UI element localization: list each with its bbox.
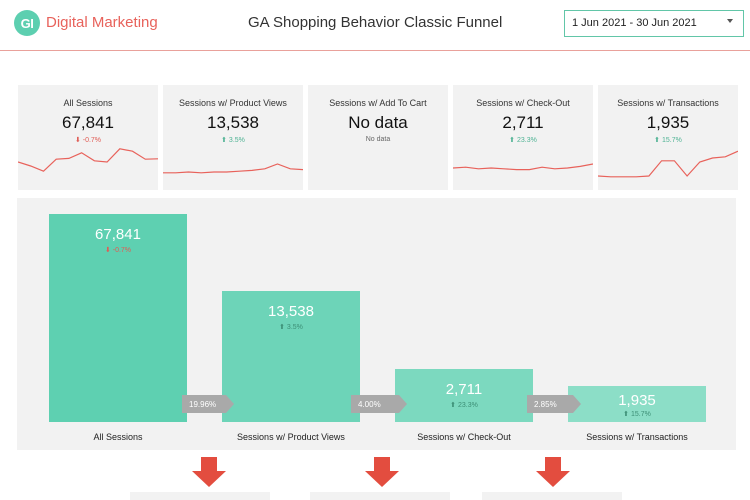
funnel-bar-product-views[interactable]: 13,538 ⬆ 3.5% — [222, 291, 360, 422]
sparkline-series — [18, 148, 158, 172]
date-range-value: 1 Jun 2021 - 30 Jun 2021 — [572, 17, 697, 29]
bar-delta: ⬆ 23.3% — [450, 402, 478, 409]
bar-delta: ⬆ 15.7% — [623, 411, 651, 418]
funnel-chart: 67,841 ⬇ -0.7% 13,538 ⬆ 3.5% 2,711 ⬆ 23.… — [17, 198, 736, 450]
bar-delta: ⬇ -0.7% — [104, 247, 132, 254]
kpi-label: Sessions w/ Product Views — [179, 98, 287, 108]
kpi-label: All Sessions — [63, 98, 113, 108]
page-title: GA Shopping Behavior Classic Funnel — [248, 14, 503, 31]
bar-delta: ⬆ 3.5% — [279, 324, 303, 331]
stage-label: All Sessions — [93, 432, 143, 442]
drop-off-card — [130, 492, 270, 500]
bar-value: 13,538 — [268, 303, 314, 320]
caret-down-icon[interactable] — [727, 19, 733, 23]
funnel-bar-transactions[interactable]: 1,935 ⬆ 15.7% — [568, 386, 706, 422]
drop-off-card — [310, 492, 450, 500]
kpi-value: 13,538 — [207, 113, 259, 132]
kpi-card-product-views: Sessions w/ Product Views 13,538 ⬆ 3.5% — [163, 85, 303, 190]
arrow-down-icon — [192, 457, 226, 487]
sparkline — [18, 148, 158, 172]
kpi-card-check-out: Sessions w/ Check-Out 2,711 ⬆ 23.3% — [453, 85, 593, 190]
kpi-delta: ⬇ -0.7% — [74, 137, 102, 144]
stage-label: Sessions w/ Check-Out — [417, 432, 511, 442]
brand-logo: GI — [14, 10, 40, 36]
kpi-delta: No data — [365, 136, 391, 143]
header: GI Digital Marketing GA Shopping Behavio… — [0, 0, 750, 52]
conversion-rate-3: 2.85% — [527, 395, 581, 413]
conversion-rate-2: 4.00% — [351, 395, 407, 413]
kpi-label: Sessions w/ Transactions — [617, 98, 719, 108]
logo-text: GI — [20, 15, 34, 31]
kpi-delta: ⬆ 15.7% — [654, 137, 682, 144]
sparkline — [163, 163, 303, 174]
stage-label: Sessions w/ Transactions — [586, 432, 688, 442]
date-range-picker[interactable]: 1 Jun 2021 - 30 Jun 2021 — [564, 10, 744, 37]
arrow-down-icon — [365, 457, 399, 487]
kpi-label: Sessions w/ Add To Cart — [329, 98, 427, 108]
kpi-card-all-sessions: All Sessions 67,841 ⬇ -0.7% — [18, 85, 158, 190]
kpi-value: 67,841 — [62, 113, 114, 132]
funnel-bar-all-sessions[interactable]: 67,841 ⬇ -0.7% — [49, 214, 187, 422]
kpi-value: 1,935 — [646, 113, 690, 132]
kpi-label: Sessions w/ Check-Out — [476, 98, 570, 108]
kpi-value: No data — [348, 113, 408, 132]
bar-value: 2,711 — [445, 381, 483, 398]
stage-label: Sessions w/ Product Views — [237, 432, 345, 442]
brand-name: Digital Marketing — [46, 14, 158, 31]
header-divider — [0, 50, 750, 51]
sparkline — [598, 150, 738, 178]
kpi-card-add-to-cart: Sessions w/ Add To Cart No data No data — [308, 85, 448, 190]
sparkline-series — [598, 150, 738, 178]
bar-value: 67,841 — [95, 226, 141, 243]
sparkline-series — [453, 163, 593, 171]
funnel-bar-check-out[interactable]: 2,711 ⬆ 23.3% — [395, 369, 533, 422]
kpi-card-transactions: Sessions w/ Transactions 1,935 ⬆ 15.7% — [598, 85, 738, 190]
sparkline-series — [163, 163, 303, 174]
drop-off-card — [482, 492, 622, 500]
kpi-value: 2,711 — [502, 113, 544, 132]
conversion-rate-1: 19.96% — [182, 395, 234, 413]
kpi-delta: ⬆ 3.5% — [221, 137, 245, 144]
arrow-down-icon — [536, 457, 570, 487]
kpi-delta: ⬆ 23.3% — [509, 137, 537, 144]
bar-value: 1,935 — [618, 392, 656, 409]
sparkline — [453, 163, 593, 171]
